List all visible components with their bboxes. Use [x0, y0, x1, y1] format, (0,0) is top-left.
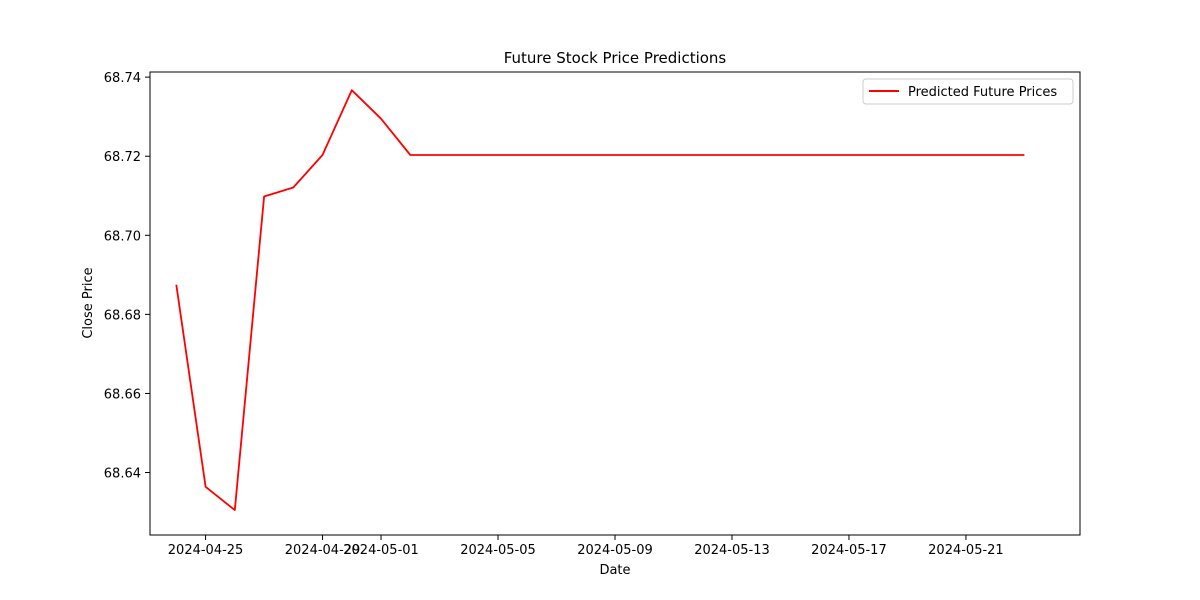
legend-label: Predicted Future Prices [908, 85, 1057, 100]
x-tick-label: 2024-05-01 [343, 543, 419, 558]
y-tick-label: 68.64 [104, 467, 141, 482]
x-tick-label: 2024-05-21 [928, 543, 1004, 558]
y-tick-label: 68.74 [104, 71, 141, 86]
y-tick-label: 68.68 [104, 308, 141, 323]
y-tick-label: 68.72 [104, 150, 141, 165]
x-tick-label: 2024-04-25 [168, 543, 244, 558]
y-tick-label: 68.70 [104, 229, 141, 244]
x-tick-label: 2024-04-29 [285, 543, 361, 558]
legend-box [862, 78, 1074, 105]
legend: Predicted Future Prices [862, 78, 1074, 105]
chart-title: Future Stock Price Predictions [504, 49, 727, 67]
x-tick-label: 2024-05-13 [694, 543, 770, 558]
x-tick-label: 2024-05-09 [577, 543, 653, 558]
x-tick-label: 2024-05-05 [460, 543, 536, 558]
y-axis-label: Close Price [81, 267, 96, 338]
y-tick-label: 68.66 [104, 387, 141, 402]
series-line [175, 89, 1025, 512]
x-tick-label: 2024-05-17 [811, 543, 887, 558]
series-layer [175, 89, 1025, 512]
y-axis: 68.64 68.66 68.68 68.70 68.72 68.74 [104, 71, 150, 482]
x-axis-label: Date [599, 563, 630, 578]
